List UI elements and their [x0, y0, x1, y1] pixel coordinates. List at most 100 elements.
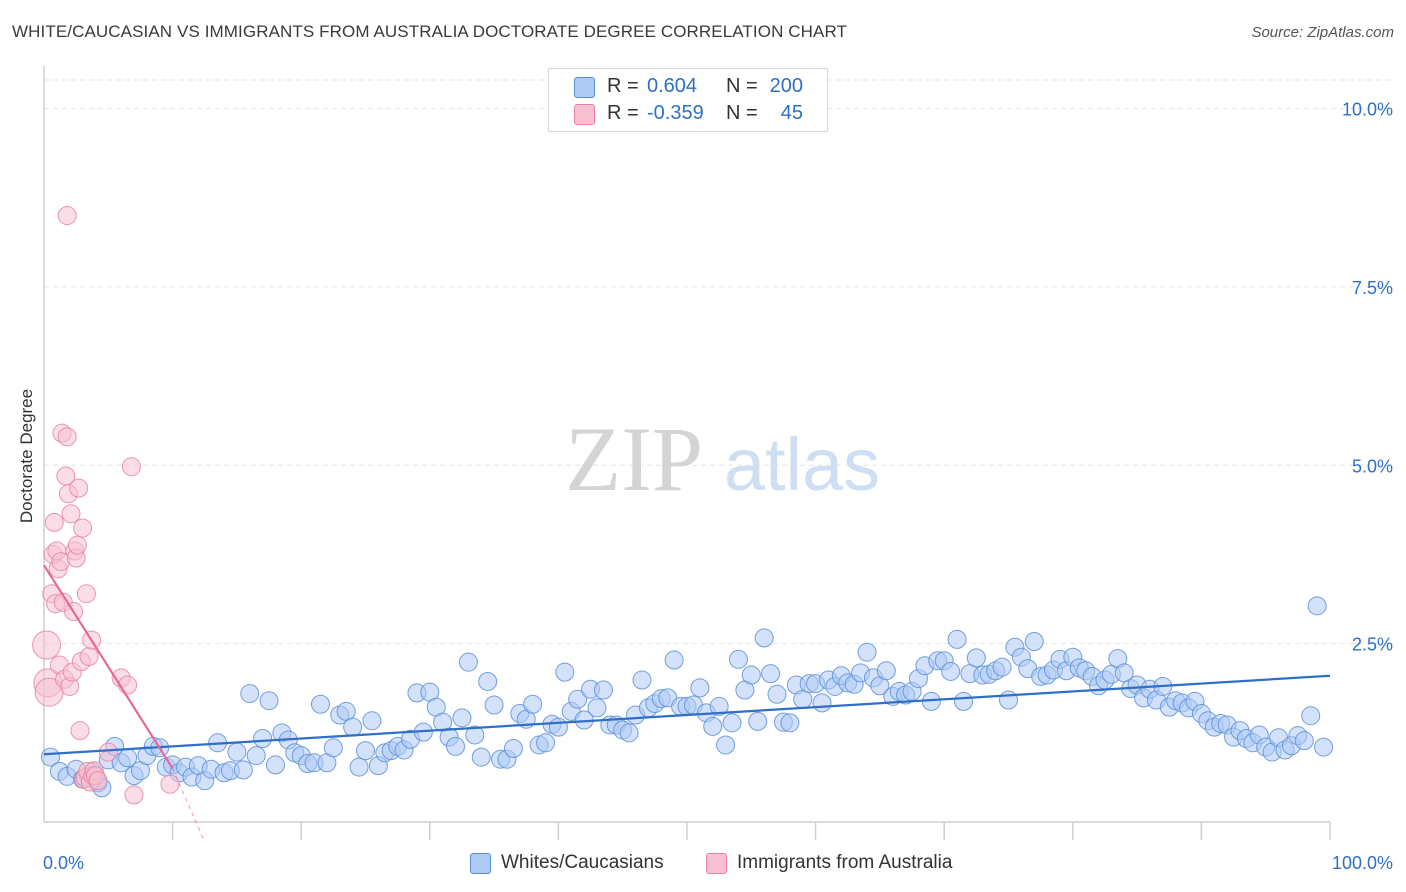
point-whites — [446, 736, 466, 756]
point-whites — [664, 650, 684, 670]
point-whites — [362, 711, 382, 731]
point-whites — [999, 690, 1018, 710]
point-whites — [1307, 596, 1327, 616]
point-whites — [632, 670, 652, 690]
point-whites — [323, 738, 343, 758]
x-tick-label: 0.0% — [43, 853, 84, 873]
point-immigrants — [57, 206, 77, 226]
point-whites — [568, 689, 588, 709]
point-whites — [478, 671, 498, 691]
x-tick-label: 100.0% — [1332, 853, 1393, 873]
legend-r-value: -0.359 — [647, 102, 704, 124]
point-whites — [941, 661, 961, 681]
point-whites — [857, 642, 877, 662]
legend-label-whites: Whites/Caucasians — [501, 852, 664, 873]
point-whites — [728, 649, 748, 669]
series-whites-points — [40, 596, 1334, 798]
point-whites — [343, 717, 363, 737]
point-whites — [523, 694, 543, 714]
legend-label-immigrants: Immigrants from Australia — [737, 852, 953, 873]
legend-swatch-whites — [470, 853, 491, 874]
point-whites — [536, 733, 556, 753]
point-immigrants — [121, 457, 141, 477]
trend-line-immigrants-extension — [172, 768, 206, 843]
point-whites — [349, 757, 369, 777]
point-immigrants — [76, 584, 96, 604]
legend-swatch-immigrants — [706, 853, 727, 874]
point-whites — [587, 698, 607, 718]
point-whites — [555, 662, 575, 682]
point-whites — [233, 760, 253, 780]
source-credit: Source: ZipAtlas.com — [1251, 24, 1394, 41]
point-whites — [966, 648, 986, 668]
correlation-legend: R = 0.604 N = 200 R = -0.359 N = 45 — [548, 68, 828, 132]
legend-swatch-whites — [574, 77, 595, 98]
point-whites — [761, 664, 781, 684]
point-immigrants — [79, 646, 99, 666]
point-whites — [947, 629, 967, 649]
point-whites — [484, 695, 504, 715]
tick-labels: 2.5% 5.0% 7.5% 10.0% 0.0% 100.0% — [43, 100, 1393, 873]
point-immigrants — [69, 478, 89, 498]
point-whites — [593, 680, 613, 700]
point-whites — [471, 747, 491, 767]
point-whites — [240, 684, 260, 704]
point-whites — [259, 691, 279, 711]
gridlines — [44, 79, 1392, 645]
y-axis-label: Doctorate Degree — [17, 388, 36, 524]
point-whites — [1314, 737, 1334, 757]
point-immigrants — [98, 742, 118, 762]
point-whites — [227, 742, 247, 762]
legend-swatch-immigrants — [574, 104, 595, 125]
y-tick-label: 5.0% — [1352, 456, 1393, 476]
point-whites — [690, 678, 710, 698]
point-whites — [253, 729, 273, 749]
point-whites — [741, 665, 761, 685]
point-whites — [356, 741, 375, 761]
point-whites — [767, 684, 787, 704]
point-whites — [703, 716, 723, 736]
y-tick-label: 7.5% — [1352, 278, 1393, 298]
legend-n-value: 45 — [780, 102, 803, 124]
point-whites — [754, 628, 774, 648]
point-whites — [458, 652, 478, 672]
legend-r-label: R = — [607, 75, 639, 97]
point-whites — [310, 694, 330, 714]
point-whites — [812, 693, 832, 713]
trend-line-whites — [43, 674, 1331, 756]
point-whites — [1301, 706, 1321, 726]
point-immigrants — [57, 427, 77, 447]
legend-r-label: R = — [607, 102, 639, 124]
point-whites — [716, 735, 736, 755]
point-whites — [465, 725, 485, 745]
point-whites — [722, 713, 742, 733]
legend-n-label: N = — [726, 102, 758, 124]
legend-n-label: N = — [726, 75, 758, 97]
point-whites — [876, 661, 896, 681]
point-whites — [709, 696, 729, 716]
series-immigrants-points — [32, 206, 180, 805]
point-immigrants — [61, 504, 81, 524]
chart-title: WHITE/CAUCASIAN VS IMMIGRANTS FROM AUSTR… — [12, 22, 848, 41]
point-whites — [548, 717, 568, 737]
point-whites — [452, 708, 472, 728]
point-whites — [953, 691, 973, 711]
point-whites — [1024, 631, 1044, 651]
point-whites — [265, 755, 285, 775]
watermark-zip: ZIP — [565, 408, 703, 510]
point-whites — [503, 739, 523, 759]
point-immigrants — [44, 512, 64, 532]
legend-n-value: 200 — [769, 75, 803, 97]
y-tick-label: 10.0% — [1342, 100, 1393, 120]
point-immigrants — [73, 518, 93, 538]
y-tick-label: 2.5% — [1352, 635, 1393, 655]
point-whites — [1294, 731, 1314, 751]
point-whites — [780, 713, 800, 733]
trend-line-immigrants — [43, 564, 174, 770]
point-whites — [619, 723, 639, 743]
point-immigrants — [118, 675, 138, 695]
point-immigrants — [88, 771, 108, 791]
point-whites — [246, 746, 266, 766]
legend-r-value: 0.604 — [647, 75, 698, 97]
